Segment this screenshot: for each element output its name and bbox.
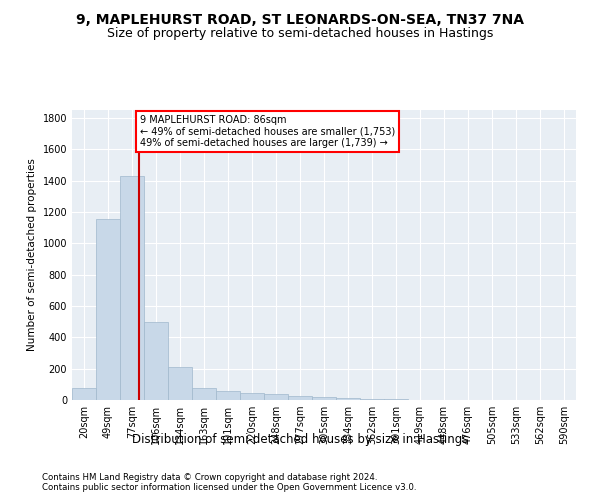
Bar [168, 367, 192, 400]
Bar [336, 398, 360, 400]
Bar [72, 388, 96, 400]
Bar [144, 322, 168, 400]
Bar [216, 392, 240, 400]
Bar [288, 396, 312, 400]
Text: 9, MAPLEHURST ROAD, ST LEONARDS-ON-SEA, TN37 7NA: 9, MAPLEHURST ROAD, ST LEONARDS-ON-SEA, … [76, 12, 524, 26]
Bar [120, 176, 144, 400]
Bar [240, 393, 264, 400]
Bar [96, 219, 120, 400]
Text: 9 MAPLEHURST ROAD: 86sqm
← 49% of semi-detached houses are smaller (1,753)
49% o: 9 MAPLEHURST ROAD: 86sqm ← 49% of semi-d… [140, 114, 395, 148]
Text: Distribution of semi-detached houses by size in Hastings: Distribution of semi-detached houses by … [132, 432, 468, 446]
Text: Contains HM Land Registry data © Crown copyright and database right 2024.: Contains HM Land Registry data © Crown c… [42, 472, 377, 482]
Bar [312, 397, 336, 400]
Bar [360, 399, 384, 400]
Y-axis label: Number of semi-detached properties: Number of semi-detached properties [27, 158, 37, 352]
Bar [192, 388, 216, 400]
Text: Size of property relative to semi-detached houses in Hastings: Size of property relative to semi-detach… [107, 28, 493, 40]
Bar [264, 394, 288, 400]
Text: Contains public sector information licensed under the Open Government Licence v3: Contains public sector information licen… [42, 484, 416, 492]
